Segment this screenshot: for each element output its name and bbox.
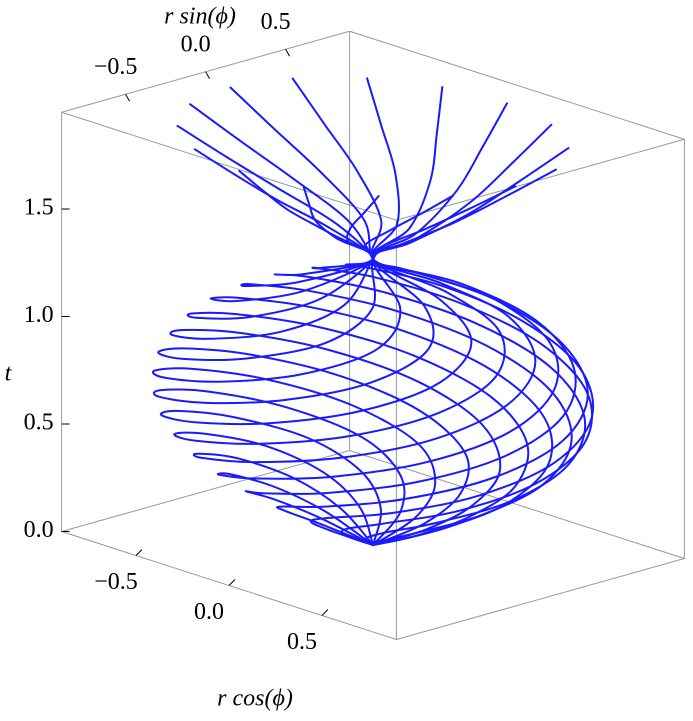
x-axis-label: r cos(ϕ) — [217, 686, 293, 712]
x-tick-label: 0.0 — [194, 599, 224, 625]
x-tick-label: 0.5 — [287, 629, 317, 655]
curve — [159, 102, 509, 546]
curve — [216, 77, 560, 546]
curve — [209, 194, 554, 546]
y-tick — [285, 49, 291, 57]
x-tick — [135, 549, 143, 556]
z-tick-label: 1.0 — [24, 302, 54, 328]
y-tick — [205, 71, 211, 79]
box-edge — [61, 450, 350, 532]
curve — [152, 123, 553, 546]
z-axis-label: t — [5, 361, 13, 387]
box-edge — [61, 111, 397, 221]
box-edge — [396, 138, 685, 221]
y-tick-label: −0.5 — [94, 54, 138, 80]
y-tick-label: 0.0 — [181, 31, 211, 57]
box — [61, 30, 685, 640]
z-tick-label: 0.5 — [24, 410, 54, 436]
curve — [173, 86, 506, 546]
curve — [193, 147, 594, 546]
y-tick — [125, 94, 131, 102]
z-tick-label: 1.5 — [24, 195, 54, 221]
box-edge — [349, 450, 685, 559]
z-tick-label: 0.0 — [24, 517, 54, 543]
x-tick — [321, 609, 329, 616]
x-tick-label: −0.5 — [94, 569, 138, 595]
curve — [229, 86, 577, 546]
x-tick — [228, 579, 236, 586]
y-axis-label: r sin(ϕ) — [164, 4, 236, 30]
box-edge — [349, 30, 685, 140]
y-tick-label: 0.5 — [261, 9, 291, 35]
curve — [176, 124, 595, 546]
curve — [237, 169, 587, 546]
curve — [188, 102, 589, 546]
curve — [192, 77, 537, 546]
box-edge — [396, 558, 685, 640]
